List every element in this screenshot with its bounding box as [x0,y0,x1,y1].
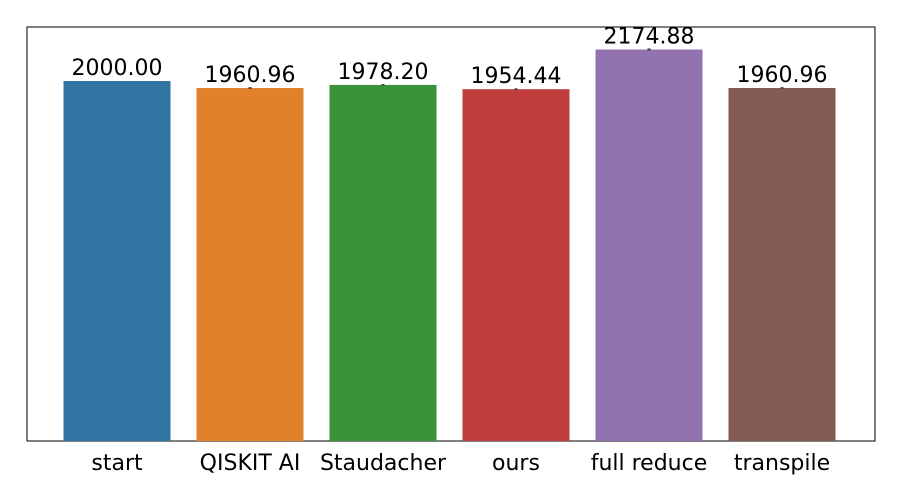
bar-full-reduce [595,49,703,441]
bar-ours [462,89,570,441]
x-tick-label: full reduce [591,451,708,476]
value-label: 1954.44 [471,64,562,89]
x-tick-label: QISKIT AI [200,451,301,476]
value-labels-group: 2000.00 1960.96 1978.20 1954.44 2174.88 1960.… [72,25,828,90]
plot-frame [26,26,876,442]
value-label: 2000.00 [72,56,163,81]
x-tick-label: transpile [734,451,830,476]
x-tick-label: Staudacher [320,451,447,476]
x-tick-label: ours [492,451,540,476]
bar-start [63,81,171,441]
x-tick-label: start [91,451,143,476]
value-label: 1960.96 [737,63,828,88]
value-label: 1978.20 [338,60,429,85]
value-label: 2174.88 [604,25,695,50]
bar-qiskit-ai [196,88,304,442]
value-label: 1960.96 [205,63,296,88]
bars-group [63,49,836,442]
bar-staudacher [329,84,437,441]
error-bars-group [248,48,784,91]
x-tick-labels-group: start QISKIT AI Staudacher ours full reduce t… [91,451,830,476]
bar-transpile [728,88,836,442]
